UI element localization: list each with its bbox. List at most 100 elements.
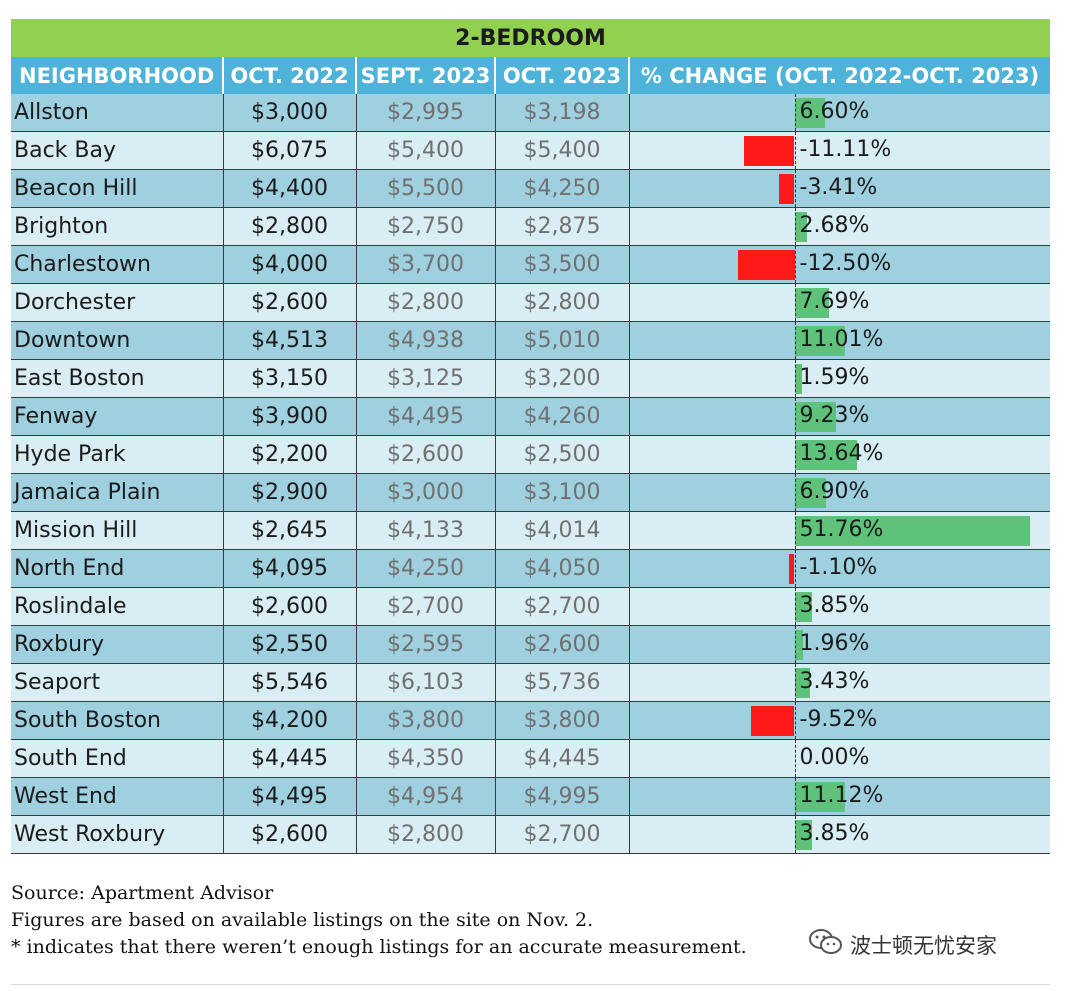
- pct-bar-cell: 2.68%: [630, 208, 1051, 245]
- pct-bar-cell: -1.10%: [630, 550, 1051, 587]
- pct-change-label: 11.01%: [799, 327, 884, 352]
- zero-axis-line: [794, 664, 796, 701]
- negative-change-bar: [751, 706, 795, 736]
- pct-change-label: 2.68%: [799, 213, 870, 238]
- neighborhood-cell: Brighton: [11, 207, 224, 246]
- oct-2023-cell: $3,800: [495, 701, 630, 740]
- zero-axis-line: [794, 94, 796, 131]
- table-row: Allston $3,000 $2,995 $3,198 6.60%: [11, 94, 1051, 132]
- table-row: Charlestown $4,000 $3,700 $3,500 -12.50%: [11, 245, 1051, 284]
- neighborhood-cell: Beacon Hill: [11, 169, 224, 208]
- pct-bar-cell: 7.69%: [630, 284, 1051, 321]
- oct-2022-cell: $5,546: [223, 663, 357, 702]
- table-row: Brighton $2,800 $2,750 $2,875 2.68%: [11, 207, 1051, 246]
- pct-change-cell: 1.96%: [629, 625, 1051, 664]
- pct-bar-cell: 3.85%: [630, 588, 1051, 625]
- table-row: Roslindale $2,600 $2,700 $2,700 3.85%: [11, 587, 1051, 626]
- neighborhood-cell: Charlestown: [11, 245, 224, 284]
- sept-2023-cell: $5,400: [356, 131, 496, 170]
- oct-2022-cell: $4,000: [223, 245, 357, 284]
- oct-2022-cell: $4,400: [223, 169, 357, 208]
- oct-2022-cell: $2,600: [223, 283, 357, 322]
- neighborhood-cell: Hyde Park: [11, 435, 224, 474]
- wechat-icon: [808, 928, 844, 961]
- neighborhood-cell: Roslindale: [11, 587, 224, 626]
- pct-change-cell: -12.50%: [629, 245, 1051, 284]
- table-row: West Roxbury $2,600 $2,800 $2,700 3.85%: [11, 815, 1051, 854]
- pct-change-label: 1.59%: [799, 365, 870, 390]
- oct-2023-cell: $4,995: [495, 777, 630, 816]
- zero-axis-line: [794, 512, 796, 549]
- negative-change-bar: [778, 174, 795, 204]
- pct-bar-cell: 3.43%: [630, 664, 1051, 701]
- pct-bar-cell: 51.76%: [630, 512, 1051, 549]
- positive-change-bar: [794, 402, 837, 432]
- oct-2022-cell: $6,075: [223, 131, 357, 170]
- pct-change-label: 3.85%: [799, 593, 870, 618]
- pct-bar-cell: 6.90%: [630, 474, 1051, 511]
- neighborhood-cell: Roxbury: [11, 625, 224, 664]
- neighborhood-cell: Seaport: [11, 663, 224, 702]
- pct-change-label: 0.00%: [799, 745, 870, 770]
- oct-2023-cell: $5,736: [495, 663, 630, 702]
- oct-2022-cell: $4,495: [223, 777, 357, 816]
- neighborhood-cell: West Roxbury: [11, 815, 224, 854]
- pct-bar-cell: -3.41%: [630, 170, 1051, 207]
- oct-2023-cell: $2,875: [495, 207, 630, 246]
- zero-axis-line: [794, 702, 796, 739]
- asterisk-note: * indicates that there weren’t enough li…: [11, 936, 747, 958]
- table-row: Jamaica Plain $2,900 $3,000 $3,100 6.90%: [11, 473, 1051, 512]
- pct-bar-cell: -12.50%: [630, 246, 1051, 283]
- oct-2022-cell: $2,600: [223, 587, 357, 626]
- sept-2023-cell: $4,133: [356, 511, 496, 550]
- positive-change-bar: [794, 212, 807, 242]
- pct-bar-cell: 1.59%: [630, 360, 1051, 397]
- pct-change-label: -1.10%: [799, 555, 878, 580]
- pct-change-cell: 6.90%: [629, 473, 1051, 512]
- pct-change-label: 9.23%: [799, 403, 870, 428]
- pct-change-label: 51.76%: [799, 517, 884, 542]
- sept-2023-cell: $2,595: [356, 625, 496, 664]
- positive-change-bar: [794, 478, 826, 508]
- oct-2023-cell: $3,200: [495, 359, 630, 398]
- pct-bar-cell: -11.11%: [630, 132, 1051, 169]
- positive-change-bar: [794, 592, 813, 622]
- sept-2023-cell: $6,103: [356, 663, 496, 702]
- pct-change-cell: 0.00%: [629, 739, 1051, 778]
- pct-change-cell: 11.12%: [629, 777, 1051, 816]
- pct-bar-cell: 0.00%: [630, 740, 1051, 777]
- positive-change-bar: [794, 630, 804, 660]
- sept-2023-cell: $2,750: [356, 207, 496, 246]
- header-oct-2022: OCT. 2022: [223, 57, 357, 94]
- table-title: 2-BEDROOM: [11, 19, 1051, 57]
- table-row: East Boston $3,150 $3,125 $3,200 1.59%: [11, 359, 1051, 398]
- pct-bar-cell: 1.96%: [630, 626, 1051, 663]
- pct-change-label: 13.64%: [799, 441, 884, 466]
- table-row: South End $4,445 $4,350 $4,445 0.00%: [11, 739, 1051, 778]
- table-row: Mission Hill $2,645 $4,133 $4,014 51.76%: [11, 511, 1051, 550]
- pct-bar-cell: 13.64%: [630, 436, 1051, 473]
- table-row: Seaport $5,546 $6,103 $5,736 3.43%: [11, 663, 1051, 702]
- positive-change-bar: [794, 668, 811, 698]
- oct-2023-cell: $5,010: [495, 321, 630, 360]
- pct-bar-cell: -9.52%: [630, 702, 1051, 739]
- oct-2022-cell: $4,513: [223, 321, 357, 360]
- positive-change-bar: [794, 440, 857, 470]
- positive-change-bar: [794, 98, 825, 128]
- sept-2023-cell: $2,800: [356, 283, 496, 322]
- zero-axis-line: [794, 246, 796, 283]
- pct-change-label: 6.90%: [799, 479, 870, 504]
- oct-2023-cell: $3,100: [495, 473, 630, 512]
- zero-axis-line: [794, 284, 796, 321]
- positive-change-bar: [794, 288, 830, 318]
- zero-axis-line: [794, 398, 796, 435]
- table-row: West End $4,495 $4,954 $4,995 11.12%: [11, 777, 1051, 816]
- watermark-text: 波士顿无忧安家: [850, 933, 997, 958]
- rent-table: 2-BEDROOM NEIGHBORHOOD OCT. 2022 SEPT. 2…: [11, 19, 1051, 854]
- oct-2022-cell: $2,800: [223, 207, 357, 246]
- oct-2022-cell: $4,445: [223, 739, 357, 778]
- table-body: Allston $3,000 $2,995 $3,198 6.60% Back Bay $6…: [11, 94, 1051, 854]
- positive-change-bar: [794, 782, 846, 812]
- sept-2023-cell: $4,938: [356, 321, 496, 360]
- zero-axis-line: [794, 550, 796, 587]
